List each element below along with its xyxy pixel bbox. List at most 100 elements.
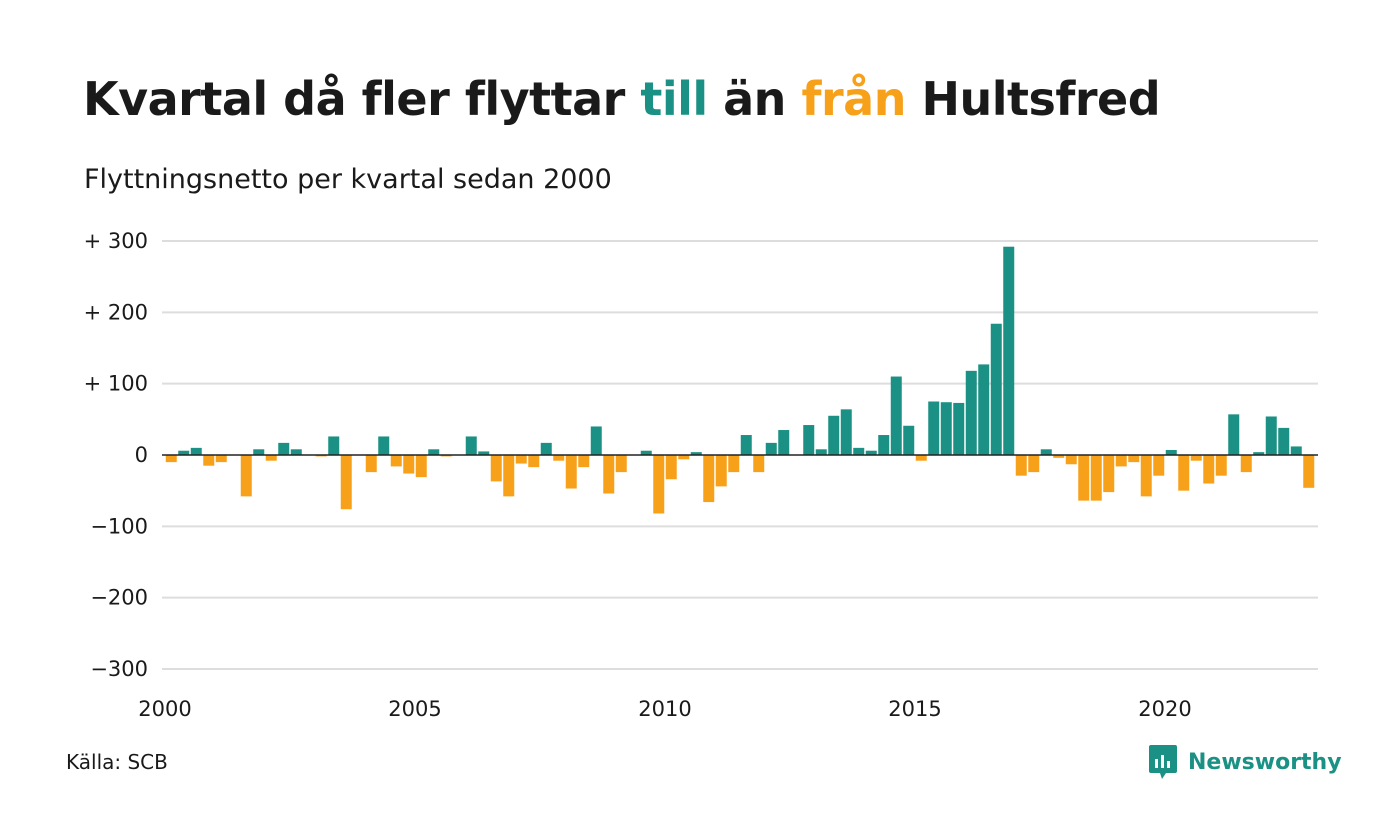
- x-tick-label: 2000: [138, 697, 191, 721]
- bar: [740, 435, 752, 455]
- y-tick-label: 0: [135, 443, 148, 467]
- y-tick-label: −300: [90, 657, 148, 681]
- bar: [590, 426, 602, 455]
- title-part-1: Kvartal då fler flyttar: [83, 72, 641, 126]
- bar: [665, 455, 677, 480]
- bar: [1303, 455, 1315, 488]
- bar: [1240, 455, 1252, 473]
- title-part-2: än: [707, 72, 802, 126]
- bar: [903, 425, 915, 455]
- bar: [753, 455, 765, 473]
- bar: [1003, 246, 1015, 455]
- bar: [840, 409, 852, 455]
- bar: [1015, 455, 1027, 476]
- bar: [1128, 455, 1140, 463]
- bar: [953, 402, 965, 455]
- bar: [1165, 450, 1177, 455]
- bar: [1203, 455, 1215, 484]
- bar: [1228, 414, 1240, 455]
- bar: [528, 455, 540, 468]
- title-fran: från: [801, 72, 906, 126]
- bar: [890, 376, 902, 455]
- x-tick-label: 2015: [888, 697, 941, 721]
- bar: [940, 402, 952, 455]
- chart-title: Kvartal då fler flyttar till än från Hul…: [83, 72, 1161, 126]
- bar: [615, 455, 627, 473]
- bar: [990, 323, 1002, 455]
- bar: [365, 455, 377, 473]
- bar: [1090, 455, 1102, 501]
- bar: [965, 370, 977, 455]
- y-tick-label: −200: [90, 586, 148, 610]
- bar: [1278, 427, 1290, 455]
- bar: [978, 364, 990, 455]
- bar: [290, 449, 302, 455]
- bar: [728, 455, 740, 473]
- bar: [565, 455, 577, 489]
- bar: [1053, 455, 1065, 458]
- bar: [1040, 449, 1052, 455]
- bar: [1265, 416, 1277, 455]
- bar: [703, 455, 715, 503]
- bar: [503, 455, 515, 497]
- bar: [1103, 455, 1115, 493]
- source-note: Källa: SCB: [66, 750, 168, 774]
- bar: [578, 455, 590, 468]
- bar: [478, 451, 490, 455]
- bar: [265, 455, 277, 461]
- y-tick-label: −100: [90, 514, 148, 538]
- bar: [1290, 446, 1302, 455]
- bar: [853, 447, 865, 455]
- x-tick-label: 2005: [388, 697, 441, 721]
- bar: [603, 455, 615, 494]
- x-tick-label: 2020: [1138, 697, 1191, 721]
- bar: [465, 436, 477, 455]
- bar: [240, 455, 252, 497]
- brand-name: Newsworthy: [1188, 749, 1342, 775]
- bar: [690, 452, 702, 455]
- bar: [678, 455, 690, 460]
- bar: [215, 455, 227, 463]
- bar: [1215, 455, 1227, 476]
- bar: [203, 455, 215, 466]
- bar: [653, 455, 665, 514]
- bar: [865, 450, 877, 455]
- bar: [403, 455, 415, 474]
- bar: [928, 401, 940, 455]
- bar: [1078, 455, 1090, 501]
- newsworthy-logo-icon: [1149, 745, 1177, 779]
- bar: [515, 455, 527, 464]
- bar: [540, 442, 552, 455]
- bar: [1028, 455, 1040, 473]
- bar: [878, 435, 890, 455]
- bar: [640, 450, 652, 455]
- bar: [553, 455, 565, 461]
- newsworthy-logo: Newsworthy: [1148, 744, 1342, 780]
- bar: [1115, 455, 1127, 467]
- bar: [715, 455, 727, 487]
- bar: [915, 455, 927, 461]
- bar: [190, 447, 202, 455]
- bar: [165, 455, 177, 463]
- chart-subtitle: Flyttningsnetto per kvartal sedan 2000: [84, 164, 612, 195]
- bar: [340, 455, 352, 510]
- y-tick-label: + 200: [84, 300, 148, 324]
- x-tick-label: 2010: [638, 697, 691, 721]
- bar: [415, 455, 427, 478]
- bar: [253, 449, 265, 455]
- bar: [815, 449, 827, 455]
- bar: [765, 442, 777, 455]
- bar: [778, 430, 790, 455]
- bar: [178, 450, 190, 455]
- bar: [1140, 455, 1152, 497]
- bar: [378, 436, 390, 455]
- bar: [1190, 455, 1202, 461]
- y-tick-label: + 100: [84, 372, 148, 396]
- bar: [1253, 452, 1265, 455]
- bar: [1065, 455, 1077, 465]
- bar: [803, 425, 815, 455]
- title-part-3: Hultsfred: [905, 72, 1161, 126]
- bar: [1178, 455, 1190, 491]
- bar: [828, 415, 840, 455]
